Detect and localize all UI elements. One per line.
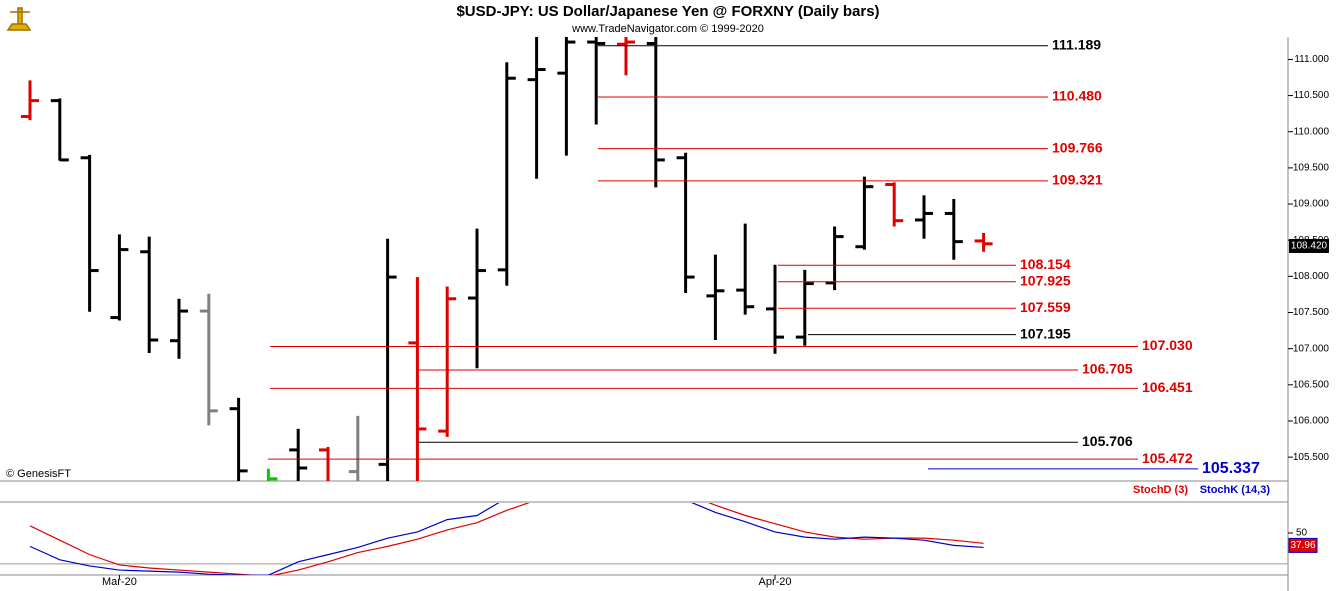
ohlc-bar: [527, 37, 546, 179]
ohlc-bar: [736, 223, 755, 315]
level-label: 107.559: [1020, 299, 1071, 315]
ohlc-bar: [438, 286, 457, 437]
last-value-label: 37.96: [1290, 540, 1315, 551]
ohlc-bar: [378, 238, 397, 481]
ohlc-bar: [348, 415, 360, 481]
level-label: 107.195: [1020, 325, 1071, 341]
level-label: 106.451: [1142, 379, 1193, 395]
level-label: 110.480: [1052, 88, 1102, 104]
ohlc-bar: [266, 468, 278, 481]
ohlc-bar: [319, 447, 330, 481]
last-value-box: [1288, 537, 1318, 553]
y-tick-label: 108.000: [1293, 271, 1330, 282]
y-tick-label: 105.500: [1293, 452, 1330, 463]
chart-title: $USD-JPY: US Dollar/Japanese Yen @ FORXN…: [456, 3, 879, 20]
ohlc-bar: [855, 176, 874, 250]
ohlc-bar: [170, 298, 188, 359]
ohlc-bar: [557, 37, 576, 156]
ohlc-bar: [825, 226, 844, 291]
y-tick-label: 110.500: [1294, 90, 1330, 101]
ohlc-bar: [676, 152, 695, 293]
legend-entry: StochK (14,3): [1200, 484, 1271, 496]
chart-subtitle: www.TradeNavigator.com © 1999-2020: [571, 23, 764, 35]
ohlc-bar: [468, 228, 486, 369]
stochastic-plot: [0, 503, 1288, 575]
level-label: 105.472: [1142, 450, 1193, 466]
ohlc-bar: [140, 236, 159, 354]
last-price-label: 108.420: [1291, 241, 1328, 252]
y-tick-label: 111.000: [1294, 54, 1329, 65]
logo: [6, 7, 32, 31]
stoch-line: [29, 503, 984, 575]
y-tick-label: 107.000: [1293, 343, 1330, 354]
ohlc-bar: [229, 397, 248, 481]
legend-entry: StochD (3): [1133, 484, 1188, 496]
ohlc-bar: [587, 37, 606, 125]
ohlc-bar: [915, 195, 933, 239]
ohlc-bar: [199, 293, 218, 426]
y-tick-label: 106.500: [1293, 379, 1330, 390]
level-label: 105.706: [1082, 433, 1133, 449]
overlay: 105.500 106.000 106.500 107.000 107.500 108.0…: [102, 36, 1329, 587]
level-label: 107.030: [1142, 337, 1193, 353]
ohlc-bar: [21, 80, 39, 121]
level-label: 109.321: [1052, 172, 1103, 188]
ohlc-bar: [289, 428, 308, 481]
x-tick-label: Apr-20: [758, 576, 791, 588]
level-label: 107.925: [1020, 272, 1071, 288]
ohlc-bar: [706, 254, 725, 340]
y-tick-label: 109.500: [1293, 163, 1330, 174]
level-label: 106.705: [1082, 361, 1133, 377]
ohlc-bar: [50, 98, 69, 162]
level-label: 105.337: [1202, 460, 1260, 477]
stoch-line: [29, 503, 984, 575]
ohlc-bar: [617, 37, 635, 76]
ohlc-bar: [80, 154, 99, 312]
ohlc-bar: [646, 37, 665, 188]
level-label: 111.189: [1052, 36, 1101, 52]
ohlc-bar: [974, 232, 993, 252]
x-tick-label: Mar-20: [102, 576, 137, 588]
ohlc-bar: [944, 198, 963, 260]
y-tick-label: 107.500: [1293, 307, 1330, 318]
source-note: © GenesisFT: [6, 468, 71, 480]
y-tick-label: 106.000: [1293, 416, 1330, 427]
ohlc-bar: [408, 277, 427, 481]
ohlc-bar: [885, 182, 904, 227]
y-tick-label: 109.000: [1293, 199, 1330, 210]
ohlc-bar: [110, 234, 129, 321]
price-plot: [21, 37, 993, 481]
y-tick-label: 50: [1296, 528, 1308, 539]
last-price-box: [1289, 238, 1329, 253]
ohlc-bar: [766, 264, 784, 354]
level-label: 108.154: [1020, 256, 1071, 272]
level-label: 109.766: [1052, 139, 1103, 155]
ohlc-bar: [497, 62, 516, 286]
y-tick-label: 110.000: [1294, 126, 1330, 137]
